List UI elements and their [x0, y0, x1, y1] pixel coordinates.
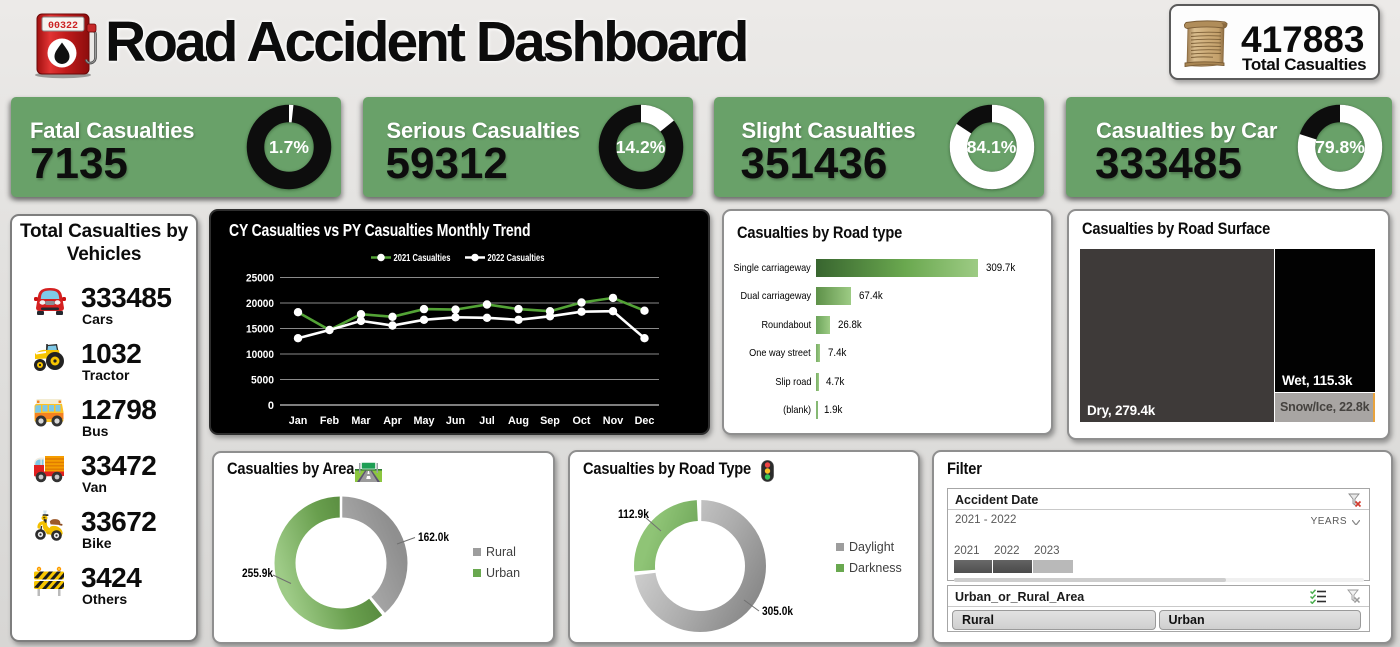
svg-text:Jul: Jul: [479, 415, 495, 427]
svg-text:May: May: [413, 415, 434, 427]
svg-text:Jun: Jun: [446, 415, 465, 427]
svg-text:112.9k: 112.9k: [618, 509, 650, 521]
svg-text:Jan: Jan: [289, 415, 308, 427]
svg-text:10000: 10000: [246, 349, 274, 361]
svg-text:2021 Casualties: 2021 Casualties: [394, 252, 451, 264]
svg-text:Urban: Urban: [486, 566, 520, 580]
svg-text:Daylight: Daylight: [849, 540, 895, 554]
svg-text:Nov: Nov: [603, 415, 623, 427]
svg-text:162.0k: 162.0k: [418, 532, 450, 544]
svg-text:Mar: Mar: [351, 415, 371, 427]
svg-text:2022 Casualties: 2022 Casualties: [488, 252, 545, 264]
svg-text:Apr: Apr: [383, 415, 402, 427]
svg-text:Darkness: Darkness: [849, 561, 902, 575]
svg-text:305.0k: 305.0k: [762, 606, 794, 618]
svg-text:00322: 00322: [48, 21, 78, 32]
svg-text:255.9k: 255.9k: [242, 568, 274, 580]
svg-text:Sep: Sep: [540, 415, 560, 427]
svg-text:Dec: Dec: [635, 415, 655, 427]
svg-text:5000: 5000: [251, 375, 274, 387]
svg-text:Oct: Oct: [573, 415, 591, 427]
svg-text:0: 0: [268, 400, 274, 412]
svg-text:Aug: Aug: [508, 415, 529, 427]
svg-text:20000: 20000: [246, 298, 274, 310]
svg-text:Feb: Feb: [320, 415, 340, 427]
svg-text:Rural: Rural: [486, 545, 516, 559]
svg-text:25000: 25000: [246, 273, 274, 285]
svg-text:15000: 15000: [246, 324, 274, 336]
